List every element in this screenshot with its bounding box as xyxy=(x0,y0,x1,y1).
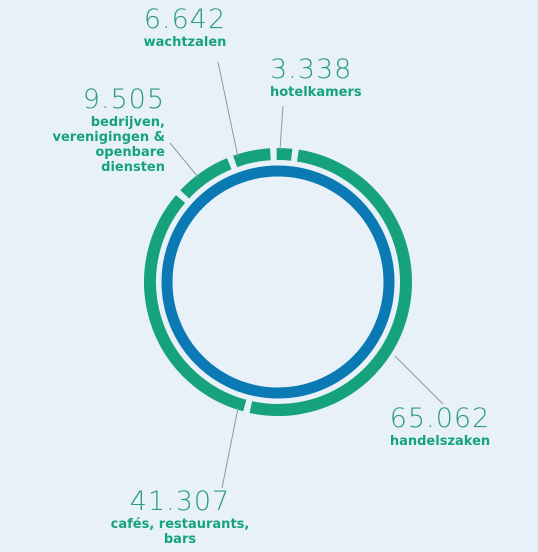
leader-line xyxy=(169,142,199,178)
donut-segment xyxy=(180,158,232,199)
value-label: 9.505 xyxy=(82,84,165,115)
category-label: bedrijven, verenigingen & openbare diens… xyxy=(52,115,166,175)
slice-label: 41.307 cafés, restaurants, bars xyxy=(105,488,255,547)
donut-segment xyxy=(144,195,247,412)
category-label: wachtzalen xyxy=(143,35,227,50)
donut-segment xyxy=(276,148,293,161)
slice-label: 3.338 hotelkamers xyxy=(270,56,410,100)
leader-line xyxy=(394,355,444,405)
slice-label: 65.062 handelszaken xyxy=(370,405,510,449)
donut-segment xyxy=(249,149,412,416)
inner-ring xyxy=(161,165,395,399)
value-label: 41.307 xyxy=(129,486,231,517)
category-label: handelszaken xyxy=(389,434,491,449)
donut-segment xyxy=(233,148,271,168)
value-label: 6.642 xyxy=(143,4,227,35)
leader-line xyxy=(221,407,239,489)
value-label: 65.062 xyxy=(389,403,491,434)
slice-label: 9.505 bedrijven, verenigingen & openbare … xyxy=(35,84,166,175)
leader-line xyxy=(279,105,284,151)
leader-line xyxy=(217,61,239,158)
slice-label: 6.642 wachtzalen xyxy=(115,6,255,50)
category-label: hotelkamers xyxy=(270,85,362,100)
value-label: 3.338 xyxy=(270,54,353,85)
category-label: cafés, restaurants, bars xyxy=(110,517,250,547)
